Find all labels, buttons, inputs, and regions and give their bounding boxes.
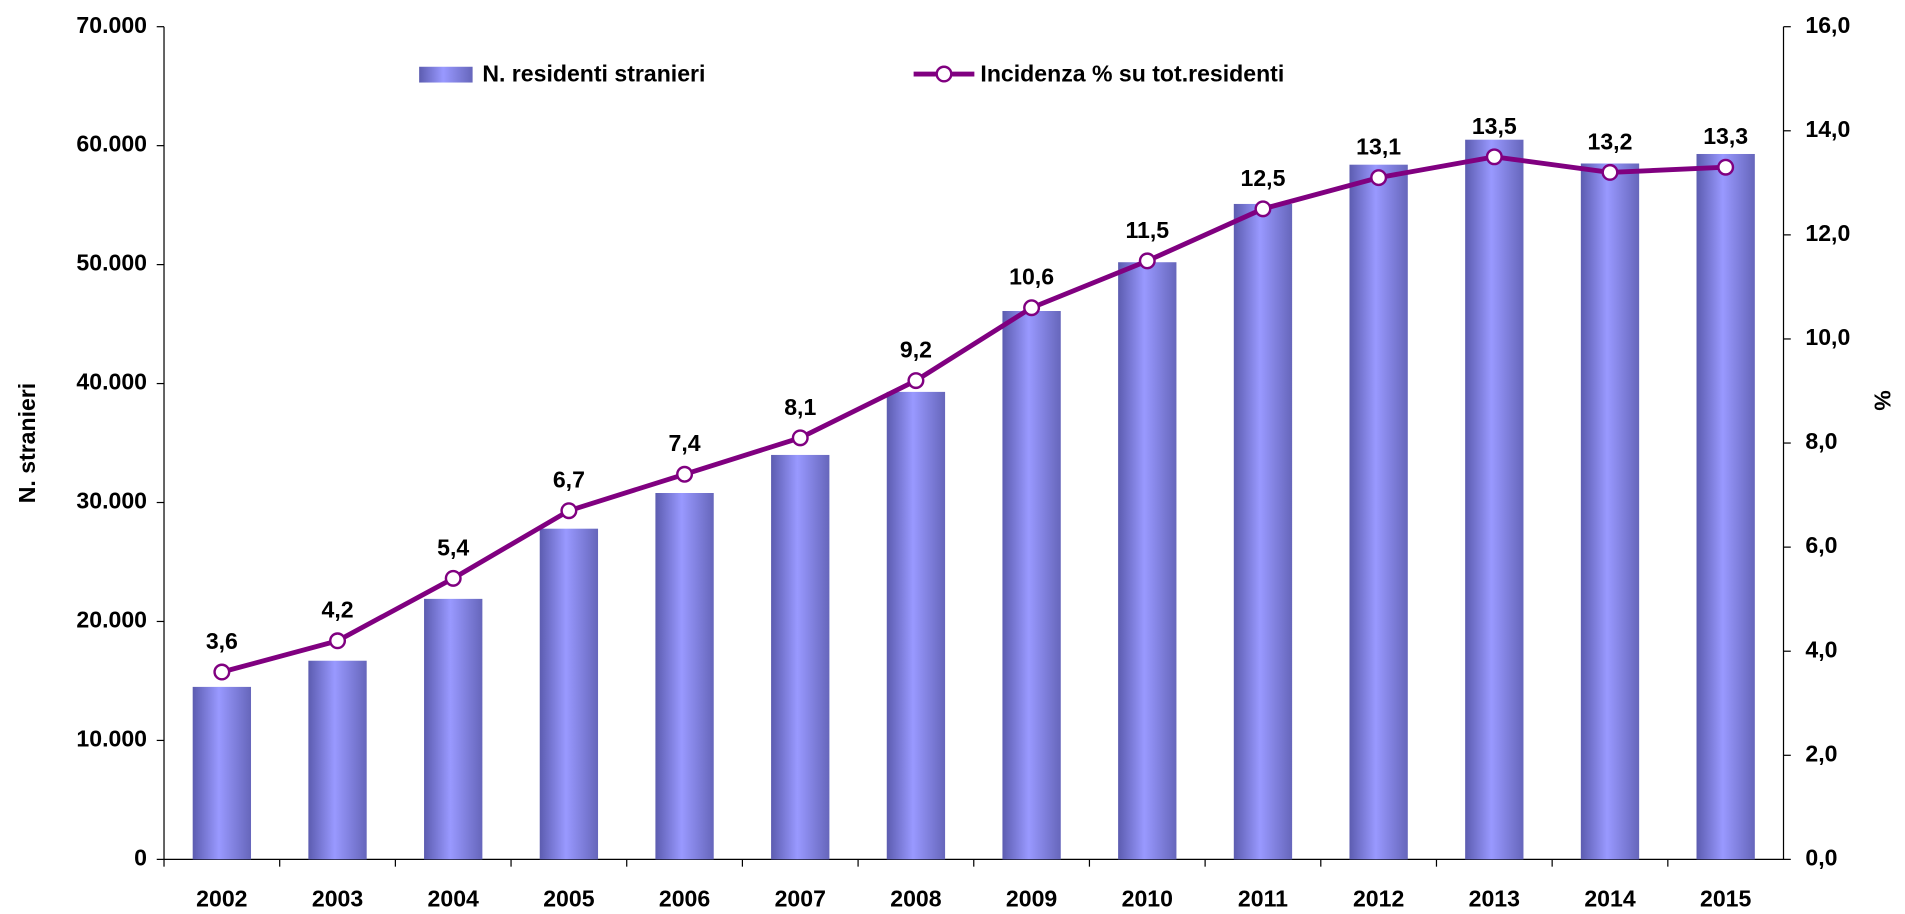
bar [1002,311,1061,860]
data-label: 11,5 [1125,217,1169,243]
legend-label: N. residenti stranieri [482,60,705,86]
bar [424,598,483,860]
bar [1233,203,1293,860]
x-tick-label: 2006 [659,886,710,912]
legend-marker [935,65,953,83]
y2-tick-label: 8,0 [1805,428,1837,454]
bar [192,686,252,860]
x-tick-label: 2011 [1238,886,1288,912]
bar [655,493,714,860]
y-tick-label: 0 [134,844,147,870]
x-tick-label: 2007 [775,886,826,912]
data-label: 13,1 [1356,134,1401,160]
data-label: 8,1 [784,394,816,420]
x-tick-label: 2004 [428,886,480,912]
marker [1370,169,1388,187]
data-label: 4,2 [321,597,353,623]
y-axis-title: N. stranieri [14,383,40,503]
data-label: 9,2 [900,337,932,363]
x-tick-label: 2014 [1584,886,1636,912]
x-tick-label: 2002 [196,886,247,912]
data-label: 6,7 [553,467,585,493]
x-tick-label: 2013 [1469,886,1520,912]
y2-tick-label: 0,0 [1805,844,1837,870]
y2-axis-title: % [1870,390,1896,411]
marker [1138,252,1156,270]
bar [1580,163,1640,860]
y-tick-label: 20.000 [76,607,147,633]
y-tick-label: 40.000 [76,369,147,395]
marker [1485,148,1503,166]
bar [1465,139,1524,860]
y2-tick-label: 2,0 [1805,740,1837,766]
marker [1023,299,1041,317]
bar [1349,164,1408,860]
x-tick-label: 2003 [312,886,363,912]
data-label: 13,5 [1472,113,1517,139]
line [221,154,1726,675]
bar [1118,262,1177,860]
y-tick-label: 60.000 [76,131,147,157]
data-label: 10,6 [1009,264,1054,290]
marker [1254,200,1272,218]
y2-tick-label: 4,0 [1805,636,1837,662]
x-tick-label: 2005 [543,886,595,912]
data-label: 7,4 [669,430,701,456]
y2-tick-label: 16,0 [1805,12,1850,38]
y2-tick-label: 10,0 [1805,324,1850,350]
y-tick-label: 30.000 [76,488,147,514]
x-tick-label: 2008 [890,886,942,912]
bar [539,528,599,860]
data-label: 5,4 [437,534,469,560]
y2-tick-label: 6,0 [1805,532,1837,558]
x-tick-label: 2012 [1353,886,1404,912]
x-tick-label: 2015 [1700,886,1752,912]
x-tick-label: 2010 [1122,886,1173,912]
bar [308,660,367,860]
data-label: 13,2 [1588,128,1633,154]
marker [676,465,694,483]
legend-label: Incidenza % su tot.residenti [980,60,1284,86]
legend-swatch [419,66,473,83]
marker [444,569,462,587]
marker [1601,163,1619,181]
marker [329,632,347,650]
bar [771,454,830,860]
bar [886,391,946,860]
marker [907,372,925,390]
marker [791,429,809,447]
y-tick-label: 50.000 [76,250,147,276]
y2-tick-label: 12,0 [1805,220,1850,246]
x-tick-label: 2009 [1006,886,1057,912]
y2-tick-label: 14,0 [1805,116,1850,142]
data-label: 3,6 [206,628,238,654]
y-tick-label: 10.000 [76,726,147,752]
y-tick-label: 70.000 [76,12,147,38]
marker [213,663,231,681]
marker [560,502,578,520]
data-label: 13,3 [1703,123,1748,149]
marker [1717,158,1735,176]
data-label: 12,5 [1241,165,1286,191]
bar [1696,153,1755,860]
